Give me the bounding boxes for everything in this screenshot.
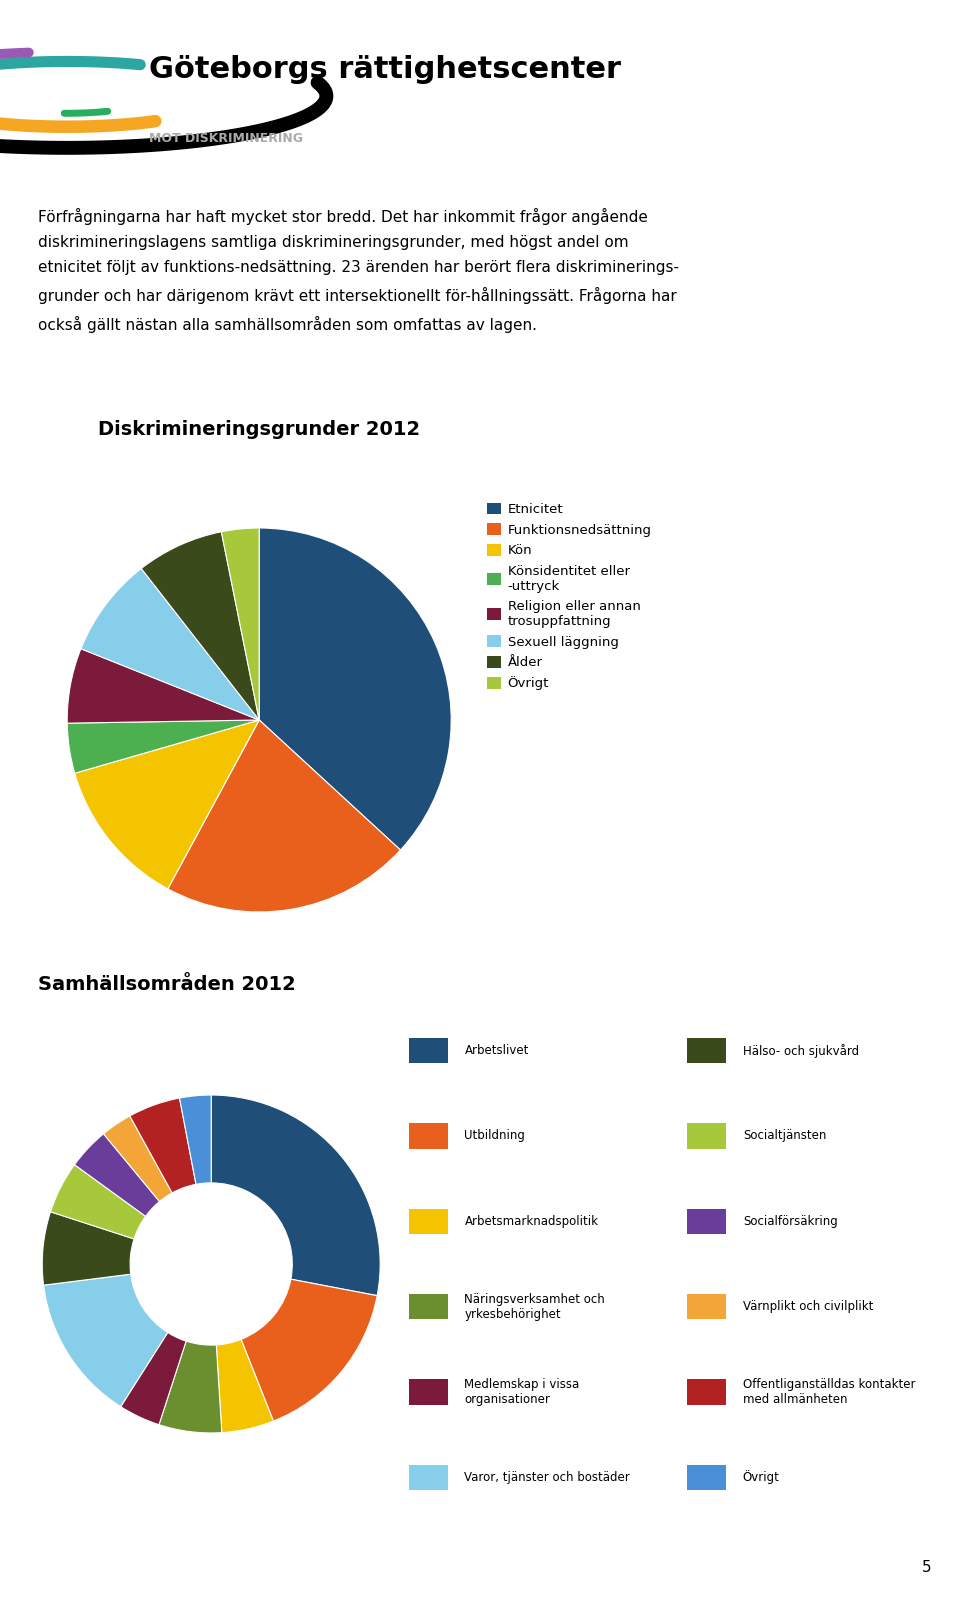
Wedge shape <box>51 1165 146 1238</box>
Text: Göteborgs rättighetscenter: Göteborgs rättighetscenter <box>149 54 621 83</box>
Text: Arbetslivet: Arbetslivet <box>465 1045 529 1058</box>
Bar <box>687 1208 726 1234</box>
Wedge shape <box>211 1094 380 1296</box>
Text: Arbetsmarknadspolitik: Arbetsmarknadspolitik <box>465 1214 598 1227</box>
Wedge shape <box>222 528 259 720</box>
Wedge shape <box>67 648 259 723</box>
Text: Övrigt: Övrigt <box>743 1470 780 1485</box>
Text: Samhällsområden 2012: Samhällsområden 2012 <box>38 974 296 994</box>
Bar <box>409 1464 447 1490</box>
Wedge shape <box>159 1341 222 1434</box>
Text: Medlemskap i vissa
organisationer: Medlemskap i vissa organisationer <box>465 1378 580 1406</box>
Wedge shape <box>75 720 259 890</box>
Text: Utbildning: Utbildning <box>465 1130 525 1142</box>
Wedge shape <box>104 1115 172 1202</box>
Text: Socialtjänsten: Socialtjänsten <box>743 1130 827 1142</box>
Bar <box>409 1379 447 1405</box>
Wedge shape <box>42 1211 134 1285</box>
Wedge shape <box>259 528 451 850</box>
Wedge shape <box>168 720 400 912</box>
Text: MOT DISKRIMINERING: MOT DISKRIMINERING <box>149 131 302 144</box>
Wedge shape <box>141 531 259 720</box>
Wedge shape <box>81 568 259 720</box>
Wedge shape <box>130 1098 196 1194</box>
Text: 5: 5 <box>922 1560 931 1576</box>
Bar <box>687 1123 726 1149</box>
Legend: Etnicitet, Funktionsnedsättning, Kön, Könsidentitet eller
-uttryck, Religion ell: Etnicitet, Funktionsnedsättning, Kön, Kö… <box>487 502 652 691</box>
Bar <box>687 1379 726 1405</box>
Wedge shape <box>180 1094 211 1184</box>
Bar <box>687 1294 726 1320</box>
Text: Värnplikt och civilplikt: Värnplikt och civilplikt <box>743 1301 874 1314</box>
Text: Näringsverksamhet och
yrkesbehörighet: Näringsverksamhet och yrkesbehörighet <box>465 1293 605 1320</box>
Wedge shape <box>75 1134 159 1216</box>
Wedge shape <box>121 1333 186 1424</box>
Bar <box>409 1208 447 1234</box>
Bar <box>409 1038 447 1064</box>
Text: Offentliganställdas kontakter
med allmänheten: Offentliganställdas kontakter med allmän… <box>743 1378 915 1406</box>
Text: Varor, tjänster och bostäder: Varor, tjänster och bostäder <box>465 1470 630 1483</box>
Wedge shape <box>241 1278 377 1421</box>
Wedge shape <box>216 1339 274 1432</box>
Text: Förfrågningarna har haft mycket stor bredd. Det har inkommit frågor angående
dis: Förfrågningarna har haft mycket stor bre… <box>38 208 680 333</box>
Bar <box>409 1294 447 1320</box>
Text: Socialförsäkring: Socialförsäkring <box>743 1214 837 1227</box>
Wedge shape <box>67 720 259 773</box>
Bar <box>687 1464 726 1490</box>
Text: Hälso- och sjukvård: Hälso- och sjukvård <box>743 1043 859 1058</box>
Title: Diskrimineringsgrunder 2012: Diskrimineringsgrunder 2012 <box>98 419 420 438</box>
Bar <box>409 1123 447 1149</box>
Bar <box>687 1038 726 1064</box>
Wedge shape <box>43 1274 168 1406</box>
